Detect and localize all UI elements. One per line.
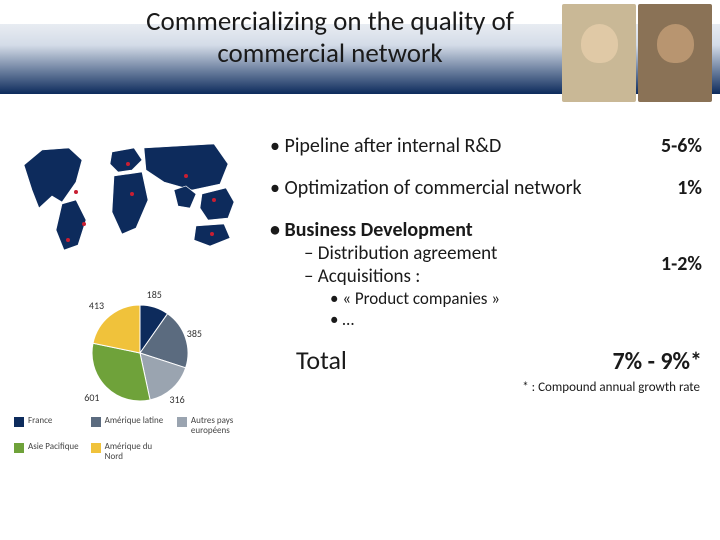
bullet-pipeline-text: Pipeline after internal R&D — [270, 134, 638, 158]
legend-label-1: Amérique latine — [105, 416, 164, 426]
bizdev-pct: 1-2% — [638, 218, 702, 276]
world-map-svg — [14, 130, 244, 260]
pie-value-4: 413 — [89, 299, 104, 312]
slide-title: Commercializing on the quality of commer… — [100, 6, 560, 71]
bullet-optimization: Optimization of commercial network 1% — [270, 176, 702, 200]
bullet-bizdev: Business Development Distribution agreem… — [270, 218, 702, 330]
footnote: * : Compound annual growth rate — [270, 380, 702, 395]
pie-legend: France Amérique latine Autres pays europée… — [14, 416, 254, 462]
legend-label-4: Amérique du Nord — [105, 442, 165, 462]
bizdev-sub-2: … — [330, 309, 638, 330]
legend-item-4: Amérique du Nord — [91, 442, 165, 462]
right-column: Pipeline after internal R&D 5-6% Optimiz… — [260, 120, 720, 540]
pie-value-2: 316 — [170, 393, 185, 406]
legend-swatch-0 — [14, 417, 24, 427]
pie-value-1: 385 — [187, 327, 202, 340]
bizdev-sub-1: « Product companies » — [330, 288, 638, 309]
total-value: 7% - 9%* — [613, 347, 702, 376]
legend-swatch-1 — [91, 417, 101, 427]
total-row: Total 7% - 9%* — [270, 344, 702, 376]
left-column: 185 385 316 601 413 France Amérique latine Aut… — [0, 120, 260, 540]
bizdev-item-2: Acquisitions : — [304, 265, 638, 288]
bizdev-item-1: Distribution agreement — [304, 242, 638, 265]
legend-item-3: Asie Pacifique — [14, 442, 79, 462]
pie-chart-block: 185385316601413 FranceAmérique latineAut… — [14, 298, 254, 468]
photo-person-1 — [562, 4, 636, 102]
legend-label-0: France — [28, 416, 52, 426]
bullet-optimization-text: Optimization of commercial network — [270, 176, 638, 200]
legend-item-1: Amérique latine — [91, 416, 165, 436]
legend-item-2: Autres pays européens — [177, 416, 254, 436]
total-label: Total — [296, 344, 613, 376]
photo-person-2 — [638, 4, 712, 102]
content-area: 185 385 316 601 413 France Amérique latine Aut… — [0, 120, 720, 540]
legend-label-3: Asie Pacifique — [28, 442, 79, 452]
pie-value-0: 185 — [147, 288, 162, 301]
header-photos — [562, 4, 712, 102]
legend-item-0: France — [14, 416, 79, 436]
bullet-optimization-pct: 1% — [638, 176, 702, 200]
legend-swatch-4 — [91, 443, 101, 453]
bullet-pipeline-pct: 5-6% — [638, 134, 702, 158]
legend-swatch-2 — [177, 417, 187, 427]
legend-label-2: Autres pays européens — [191, 416, 254, 436]
legend-swatch-3 — [14, 443, 24, 453]
bizdev-heading: Business Development — [270, 218, 638, 242]
pie-value-3: 601 — [84, 391, 99, 404]
bullet-pipeline: Pipeline after internal R&D 5-6% — [270, 134, 702, 158]
world-map — [14, 130, 244, 260]
